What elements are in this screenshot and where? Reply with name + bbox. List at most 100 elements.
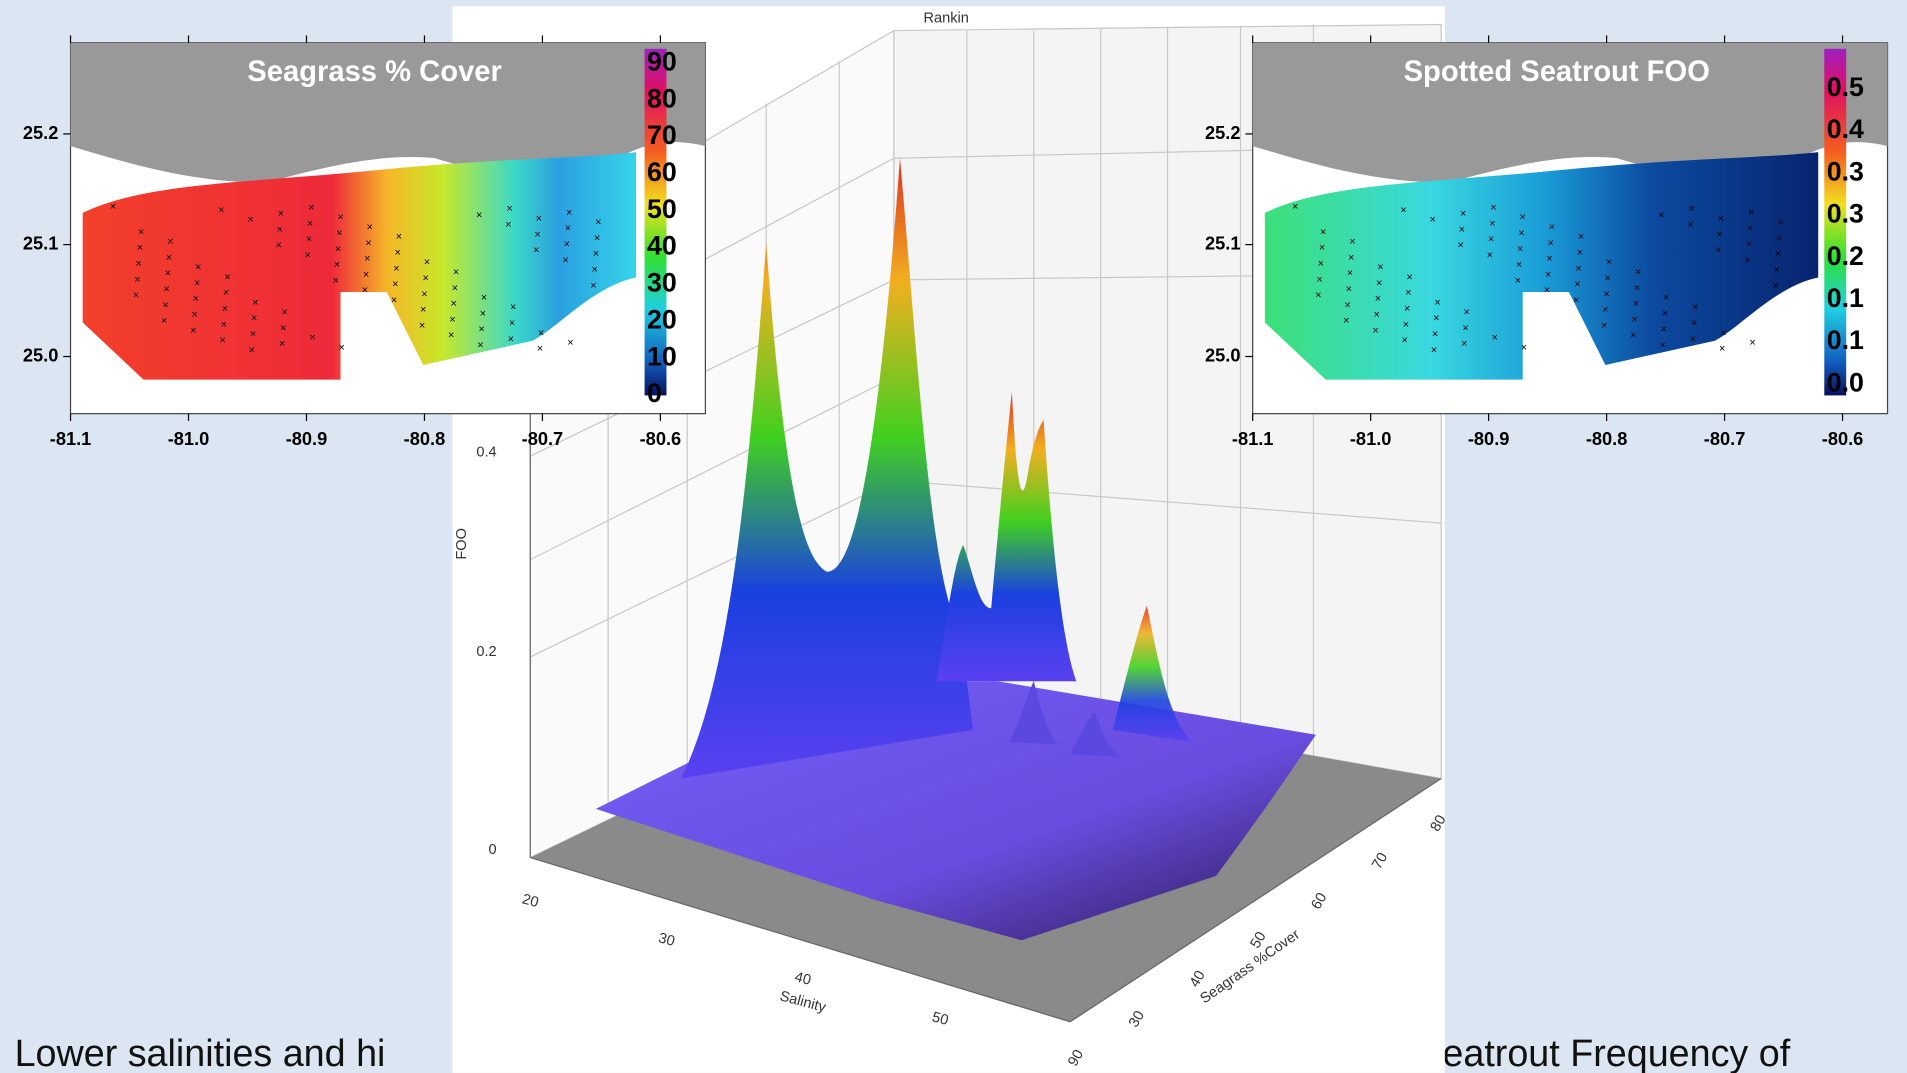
map-title: Spotted Seatrout FOO xyxy=(1404,56,1710,88)
station-marker: × xyxy=(419,320,425,332)
station-marker: × xyxy=(1404,303,1410,315)
colorbar-label: 20 xyxy=(647,304,677,334)
station-marker: × xyxy=(1402,335,1408,347)
station-marker: × xyxy=(1521,342,1527,354)
x-tick-label: 40 xyxy=(793,969,813,989)
colorbar-label: 0.0 xyxy=(1827,367,1864,397)
station-marker: × xyxy=(190,325,196,337)
station-marker: × xyxy=(505,219,511,231)
station-marker: × xyxy=(1292,201,1298,213)
colorbar-label: 0.4 xyxy=(1827,114,1864,144)
station-marker: × xyxy=(307,218,313,230)
station-marker: × xyxy=(420,304,426,316)
station-marker: × xyxy=(163,284,169,296)
station-marker: × xyxy=(1662,308,1668,320)
station-marker: × xyxy=(1518,228,1524,240)
station-marker: × xyxy=(110,201,116,213)
station-marker: × xyxy=(367,221,373,233)
station-marker: × xyxy=(1372,325,1378,337)
station-marker: × xyxy=(566,207,572,219)
station-marker: × xyxy=(332,275,338,287)
y-tick-label: 25.1 xyxy=(1205,232,1241,253)
station-marker: × xyxy=(480,308,486,320)
station-marker: × xyxy=(224,271,230,283)
colorbar-label: 30 xyxy=(647,268,677,298)
station-marker: × xyxy=(252,297,258,309)
station-marker: × xyxy=(1747,223,1753,235)
station-marker: × xyxy=(1744,254,1750,266)
station-marker: × xyxy=(1631,314,1637,326)
station-marker: × xyxy=(1406,271,1412,283)
station-marker: × xyxy=(1748,207,1754,219)
station-marker: × xyxy=(1346,284,1352,296)
x-tick-label: -80.6 xyxy=(640,428,682,449)
station-marker: × xyxy=(1659,339,1665,351)
station-marker: × xyxy=(275,240,281,252)
station-marker: × xyxy=(339,342,345,354)
station-marker: × xyxy=(365,237,371,249)
station-marker: × xyxy=(1547,237,1553,249)
x-tick-label: -80.7 xyxy=(522,428,564,449)
y-tick-label: 25.0 xyxy=(1205,344,1241,365)
station-marker: × xyxy=(1633,298,1639,310)
y-tick-label: 25.1 xyxy=(23,232,59,253)
corner-label: 90 xyxy=(1065,1047,1087,1069)
colorbar xyxy=(644,48,667,396)
station-marker: × xyxy=(1720,327,1726,339)
station-marker: × xyxy=(1315,290,1321,302)
colorbar-label: 0.3 xyxy=(1827,156,1864,186)
station-marker: × xyxy=(1490,202,1496,214)
station-marker: × xyxy=(1772,280,1778,292)
y-tick-label: 25.2 xyxy=(23,122,59,143)
station-marker: × xyxy=(1464,307,1470,319)
station-marker: × xyxy=(1687,219,1693,231)
station-marker: × xyxy=(564,239,570,251)
station-marker: × xyxy=(1775,248,1781,260)
station-marker: × xyxy=(1405,287,1411,299)
station-marker: × xyxy=(1630,330,1636,342)
x-tick-label: 50 xyxy=(930,1009,950,1029)
station-marker: × xyxy=(191,309,197,321)
station-marker: × xyxy=(1343,315,1349,327)
station-marker: × xyxy=(1577,247,1583,259)
y-tick-label: 70 xyxy=(1369,850,1391,872)
station-marker: × xyxy=(1602,304,1608,316)
station-marker: × xyxy=(165,268,171,280)
station-marker: × xyxy=(391,294,397,306)
z-axis-label: FOO xyxy=(454,528,470,560)
station-marker: × xyxy=(1546,253,1552,265)
station-marker: × xyxy=(1344,299,1350,311)
x-tick-label: -81.1 xyxy=(1232,428,1274,449)
y-tick-label: 25.2 xyxy=(1205,122,1241,143)
station-marker: × xyxy=(478,324,484,336)
caption: Lower salinities and hi eatrout Frequenc… xyxy=(15,1032,1791,1073)
station-marker: × xyxy=(337,212,343,224)
station-marker: × xyxy=(138,226,144,238)
station-marker: × xyxy=(1318,258,1324,270)
colorbar-label: 0.5 xyxy=(1827,72,1864,102)
station-marker: × xyxy=(1575,263,1581,275)
station-marker: × xyxy=(223,287,229,299)
station-marker: × xyxy=(562,254,568,266)
station-marker: × xyxy=(1635,266,1641,278)
station-marker: × xyxy=(536,213,542,225)
station-marker: × xyxy=(334,259,340,271)
water-field xyxy=(82,152,637,380)
station-marker: × xyxy=(592,264,598,276)
station-marker: × xyxy=(306,234,312,246)
station-marker: × xyxy=(1375,293,1381,305)
station-marker: × xyxy=(134,274,140,286)
x-tick-label: -80.7 xyxy=(1704,428,1746,449)
peaks xyxy=(681,158,1192,779)
station-marker: × xyxy=(1658,209,1664,221)
station-marker: × xyxy=(1515,275,1521,287)
y-tick-label: 30 xyxy=(1126,1008,1148,1030)
colorbar-label: 0.2 xyxy=(1827,241,1864,271)
station-marker: × xyxy=(278,208,284,220)
station-marker: × xyxy=(1459,224,1465,236)
station-marker: × xyxy=(1573,294,1579,306)
station-marker: × xyxy=(508,333,514,345)
station-marker: × xyxy=(1719,343,1725,355)
station-marker: × xyxy=(1634,282,1640,294)
